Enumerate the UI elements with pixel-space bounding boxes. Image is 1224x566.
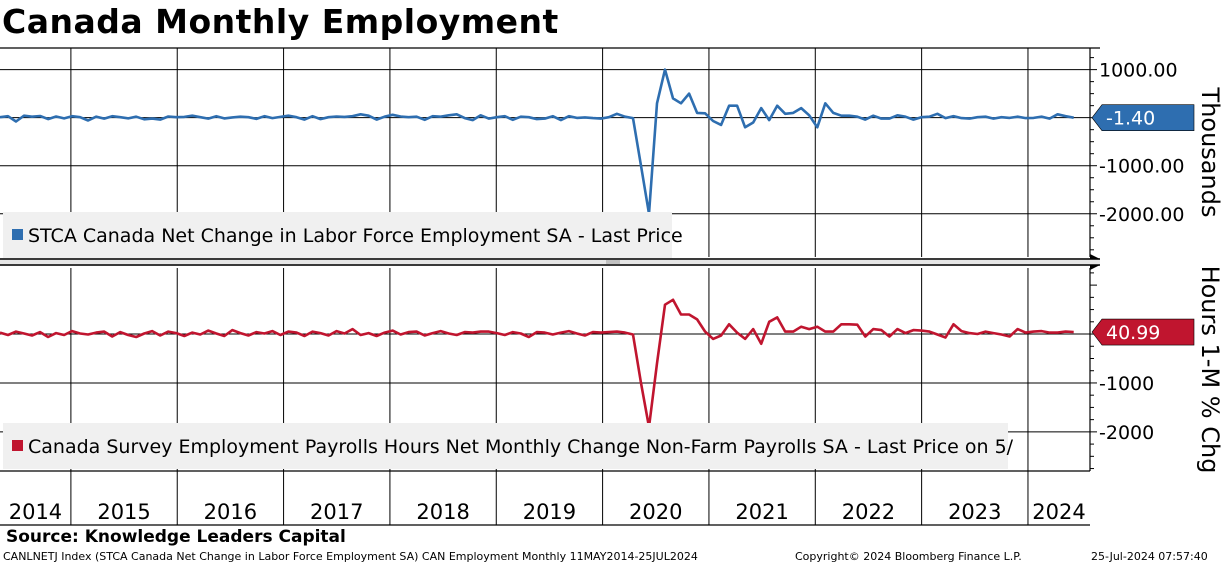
- source-label: Source: Knowledge Leaders Capital: [6, 527, 346, 547]
- x-tick-label: 2016: [204, 500, 257, 524]
- last-value-tag: [1091, 318, 1195, 346]
- legend-entry: STCA Canada Net Change in Labor Force Em…: [28, 225, 683, 247]
- legend-box: [3, 423, 1008, 469]
- footer-copyright: Copyright© 2024 Bloomberg Finance L.P.: [795, 550, 1022, 563]
- x-tick-label: 2019: [523, 500, 576, 524]
- x-tick-label: 2018: [416, 500, 469, 524]
- legend-box: [3, 212, 672, 258]
- y-tick-label: 1000.00: [1099, 60, 1178, 82]
- legend-swatch: [12, 229, 23, 240]
- x-tick-label: 2014: [9, 500, 62, 524]
- chart-canvas: 1000.00 -1000.00 -2000.00 -1.40 STCA Canada …: [0, 47, 1224, 526]
- divider-arrow: [1090, 265, 1100, 270]
- x-tick-label: 2021: [735, 500, 788, 524]
- last-value-label: -1.40: [1106, 108, 1155, 130]
- y-tick-label: -1000.00: [1099, 156, 1184, 178]
- y-tick-label: -2000: [1099, 422, 1154, 444]
- series-line: [0, 68, 1074, 216]
- chart-title: Canada Monthly Employment: [2, 2, 559, 41]
- x-tick-label: 2017: [310, 500, 363, 524]
- divider-arrow: [1090, 254, 1100, 259]
- last-value-label: 40.99: [1106, 322, 1160, 344]
- series-line: [0, 298, 1074, 429]
- y-axis-label: Hours 1-M % Chg: [1196, 266, 1224, 474]
- x-tick-label: 2023: [948, 500, 1001, 524]
- y-axis-label: Thousands: [1196, 87, 1224, 218]
- footer-ticker-info: CANLNETJ Index (STCA Canada Net Change i…: [3, 550, 698, 563]
- y-tick-label: -1000: [1099, 373, 1154, 395]
- x-tick-label: 2015: [97, 500, 150, 524]
- footer-timestamp: 25-Jul-2024 07:57:40: [1091, 550, 1208, 563]
- panel-divider: [0, 258, 1100, 266]
- x-tick-label: 2022: [842, 500, 895, 524]
- legend-swatch: [12, 440, 23, 451]
- last-value-tag: [1091, 104, 1195, 132]
- x-tick-label: 2024: [1032, 500, 1085, 524]
- legend-entry: Canada Survey Employment Payrolls Hours …: [28, 436, 1014, 458]
- x-tick-label: 2020: [629, 500, 682, 524]
- y-tick-label: -2000.00: [1099, 204, 1184, 226]
